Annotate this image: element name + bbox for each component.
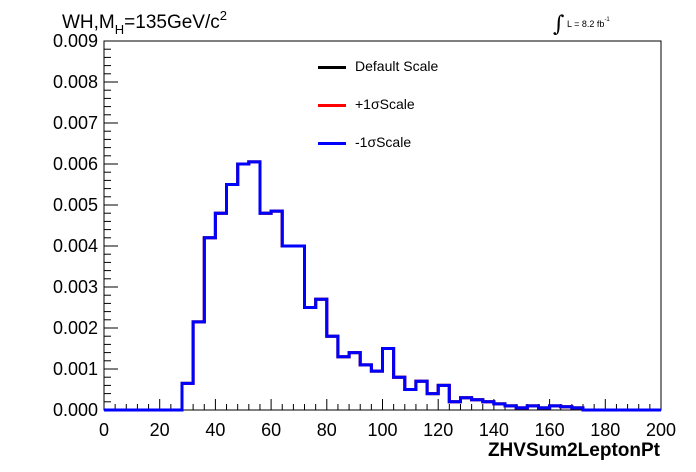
y-tick-label: 0.005: [53, 195, 98, 215]
chart-title: WH,MH=135GeV/c2: [62, 8, 227, 37]
x-tick-label: 0: [99, 420, 109, 440]
y-tick-label: 0.007: [53, 113, 98, 133]
title-superscript: 2: [219, 8, 227, 23]
y-tick-label: 0.004: [53, 236, 98, 256]
y-tick-label: 0.008: [53, 72, 98, 92]
x-axis: 0 20 40 60 80 100 120 140 160 180 200: [99, 399, 676, 440]
legend-line-default: [318, 66, 346, 69]
series-line-2: [104, 160, 661, 412]
x-tick-label: 100: [367, 420, 397, 440]
x-tick-label: 20: [150, 420, 170, 440]
histogram-series: [104, 160, 661, 412]
legend-label-plus: +1σScale: [355, 96, 415, 112]
series-line-0: [104, 160, 661, 412]
y-tick-label: 0.006: [53, 154, 98, 174]
luminosity-text: L = 8.2 fb: [566, 19, 605, 29]
title-main: WH,M: [62, 12, 115, 33]
legend-label-minus: -1σScale: [355, 134, 412, 150]
y-tick-label: 0.002: [53, 318, 98, 338]
luminosity-unit-exponent: -1: [604, 17, 610, 23]
y-tick-label: 0.000: [53, 400, 98, 420]
x-tick-label: 80: [317, 420, 337, 440]
legend-line-minus: [318, 142, 346, 145]
x-tick-label: 160: [535, 420, 565, 440]
integral-symbol: ∫: [553, 12, 565, 37]
x-tick-label: 200: [646, 420, 676, 440]
luminosity-label: ∫ L = 8.2 fb-1: [553, 8, 610, 37]
title-subscript: H: [114, 22, 125, 37]
x-tick-label: 60: [261, 420, 281, 440]
legend-line-plus: [318, 104, 346, 107]
x-tick-label: 140: [479, 420, 509, 440]
x-axis-title: ZHVSum2LeptonPt: [487, 440, 660, 461]
x-tick-label: 180: [590, 420, 620, 440]
y-tick-label: 0.001: [53, 359, 98, 379]
y-tick-label: 0.003: [53, 277, 98, 297]
y-axis: 0.000 0.001 0.002 0.003 0.004 0.005 0.006 0.007…: [53, 31, 118, 420]
title-rest: =135GeV/c: [124, 12, 220, 33]
series-line-1: [104, 160, 661, 412]
x-tick-label: 120: [423, 420, 453, 440]
legend-label-default: Default Scale: [355, 58, 439, 74]
y-tick-label: 0.009: [53, 31, 98, 51]
x-tick-label: 40: [205, 420, 225, 440]
